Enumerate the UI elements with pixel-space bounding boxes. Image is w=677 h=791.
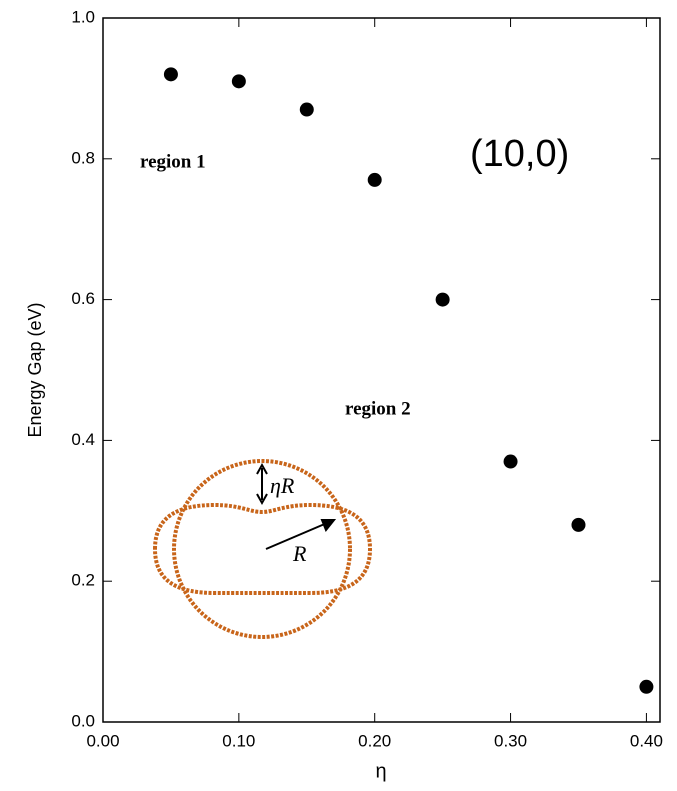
x-tick-label: 0.00 bbox=[86, 731, 119, 750]
inset-label: R bbox=[292, 541, 307, 566]
y-tick-label: 0.8 bbox=[71, 148, 95, 167]
y-tick-label: 0.0 bbox=[71, 711, 95, 730]
y-tick-label: 0.4 bbox=[71, 430, 95, 449]
inset-arrows bbox=[256, 462, 337, 550]
plot-frame bbox=[102, 17, 661, 723]
inset bbox=[152, 459, 373, 639]
y-tick-label: 0.2 bbox=[71, 571, 95, 590]
x-tick-label: 0.10 bbox=[222, 731, 255, 750]
x-axis-label: η bbox=[375, 760, 386, 782]
y-tick-label: 1.0 bbox=[71, 7, 95, 26]
inset-label: ηR bbox=[270, 473, 295, 498]
point bbox=[163, 67, 178, 82]
point bbox=[503, 454, 518, 469]
inset-ellipse bbox=[152, 502, 373, 595]
point bbox=[639, 679, 654, 694]
point bbox=[367, 172, 382, 187]
x-tick-label: 0.30 bbox=[494, 731, 527, 750]
annotation: region 1 bbox=[140, 151, 206, 172]
y-tick-label: 0.6 bbox=[71, 289, 95, 308]
point bbox=[571, 517, 586, 532]
point bbox=[435, 292, 450, 307]
inset-circle bbox=[172, 459, 352, 639]
x-tick-label: 0.40 bbox=[630, 731, 663, 750]
annotation: (10,0) bbox=[470, 133, 569, 175]
point bbox=[299, 102, 314, 117]
annotation: region 2 bbox=[345, 398, 411, 419]
y-axis-label: Energy Gap (eV) bbox=[25, 302, 45, 437]
point bbox=[231, 74, 246, 89]
x-tick-label: 0.20 bbox=[358, 731, 391, 750]
